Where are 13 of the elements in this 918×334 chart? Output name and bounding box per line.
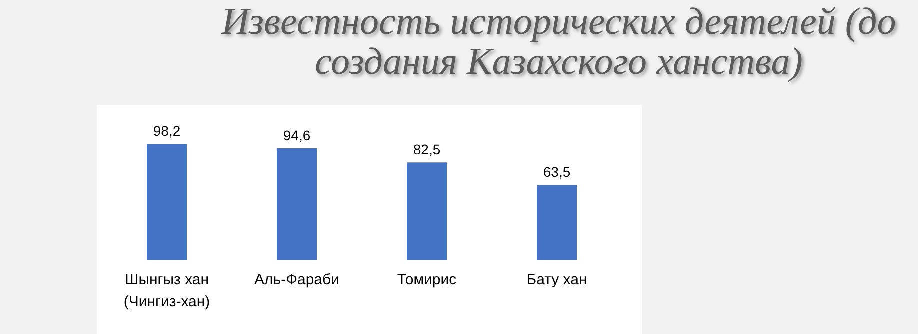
data-label: 63,5: [543, 164, 571, 180]
x-tick-label: Шынгыз хан (Чингиз-хан): [124, 272, 210, 310]
data-label: 94,6: [283, 127, 311, 144]
x-tick-label: Томирис: [397, 272, 458, 288]
bar: [147, 144, 187, 260]
bar: [277, 148, 317, 260]
data-label: 98,2: [153, 123, 181, 140]
data-label: 82,5: [413, 142, 441, 158]
bar: [537, 185, 577, 260]
chart-title: Известность исторических деятелей (до создания Казахского ханства): [220, 1, 898, 83]
x-tick-label: Бату хан: [526, 272, 588, 288]
x-tick-label: Аль-Фараби: [254, 272, 340, 288]
bar: [407, 162, 447, 260]
